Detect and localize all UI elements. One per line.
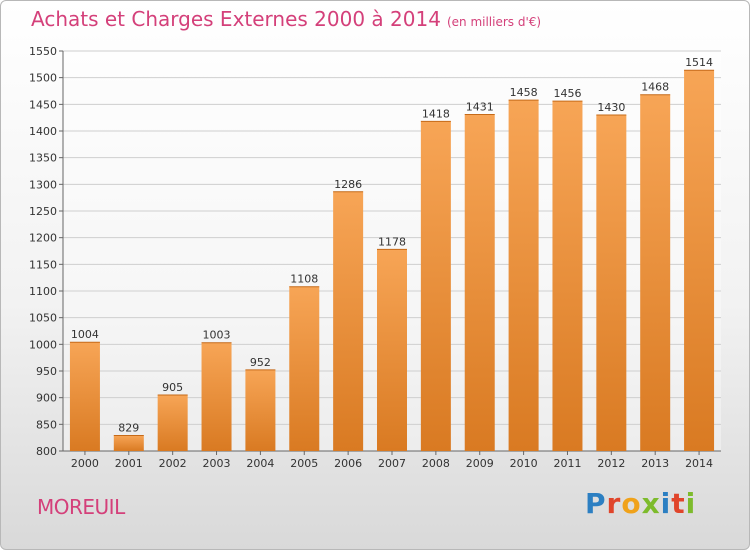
bar-value-label: 1178 <box>378 235 406 248</box>
bar <box>377 249 407 451</box>
bar <box>420 121 451 452</box>
bar-value-label: 1456 <box>553 87 581 100</box>
bar-value-label: 1418 <box>422 107 450 120</box>
brand-letter: t <box>671 487 686 520</box>
x-tick-label: 2009 <box>466 457 494 470</box>
bar-value-label: 1430 <box>597 101 625 114</box>
town-name: MOREUIL <box>37 495 125 519</box>
y-tick-label: 1300 <box>29 178 57 191</box>
bar <box>684 70 715 451</box>
bar-value-label: 1468 <box>641 81 669 94</box>
bar-value-label: 1003 <box>203 329 231 342</box>
x-tick-label: 2004 <box>246 457 274 470</box>
x-tick-label: 2008 <box>422 457 450 470</box>
bar-value-label: 1108 <box>290 273 318 286</box>
y-tick-label: 1250 <box>29 205 57 218</box>
chart-title-text: Achats et Charges Externes 2000 à 2014 <box>31 7 441 31</box>
bar-value-label: 1431 <box>466 100 494 113</box>
bar-value-label: 1514 <box>685 56 713 69</box>
y-tick-label: 1400 <box>29 125 57 138</box>
y-tick-label: 850 <box>36 418 57 431</box>
bar-value-label: 952 <box>250 356 271 369</box>
y-tick-label: 1350 <box>29 152 57 165</box>
y-tick-label: 900 <box>36 392 57 405</box>
x-tick-label: 2010 <box>510 457 538 470</box>
bar-value-label: 1004 <box>71 328 99 341</box>
x-tick-label: 2006 <box>334 457 362 470</box>
chart-title: Achats et Charges Externes 2000 à 2014 (e… <box>31 7 541 31</box>
bar-value-label: 1458 <box>510 86 538 99</box>
y-tick-label: 1450 <box>29 98 57 111</box>
y-tick-label: 1550 <box>29 45 57 58</box>
x-tick-label: 2000 <box>71 457 99 470</box>
x-tick-label: 2014 <box>685 457 713 470</box>
x-tick-label: 2002 <box>159 457 187 470</box>
bar-value-label: 1286 <box>334 178 362 191</box>
bar <box>245 369 276 451</box>
chart-unit: (en milliers d'€) <box>446 15 542 29</box>
bar <box>640 94 671 451</box>
bar <box>157 395 188 451</box>
x-tick-label: 2003 <box>203 457 231 470</box>
bar <box>464 114 495 451</box>
brand-logo: Proxiti <box>585 487 696 520</box>
bar <box>113 435 144 451</box>
bar <box>596 115 627 451</box>
y-tick-label: 1000 <box>29 338 57 351</box>
x-tick-label: 2013 <box>641 457 669 470</box>
brand-letter: P <box>585 487 607 520</box>
y-tick-label: 1100 <box>29 285 57 298</box>
y-tick-label: 1050 <box>29 312 57 325</box>
brand-letter: r <box>606 487 622 520</box>
brand-letter: i <box>685 487 697 520</box>
bar <box>552 101 583 451</box>
bar <box>69 342 100 451</box>
y-tick-label: 1200 <box>29 232 57 245</box>
y-tick-label: 1500 <box>29 72 57 85</box>
bar-value-label: 905 <box>162 381 183 394</box>
x-tick-label: 2005 <box>290 457 318 470</box>
brand-letter: x <box>641 487 661 520</box>
brand-letter: o <box>621 487 642 520</box>
y-tick-label: 950 <box>36 365 57 378</box>
x-tick-label: 2012 <box>597 457 625 470</box>
brand-letter: i <box>660 487 672 520</box>
x-tick-label: 2011 <box>553 457 581 470</box>
bar <box>201 342 232 451</box>
bar-value-label: 829 <box>118 422 139 435</box>
y-tick-label: 1150 <box>29 258 57 271</box>
bar <box>508 100 539 452</box>
x-tick-label: 2007 <box>378 457 406 470</box>
bar <box>333 191 364 452</box>
bar <box>289 286 320 451</box>
x-tick-label: 2001 <box>115 457 143 470</box>
y-tick-label: 800 <box>36 445 57 458</box>
